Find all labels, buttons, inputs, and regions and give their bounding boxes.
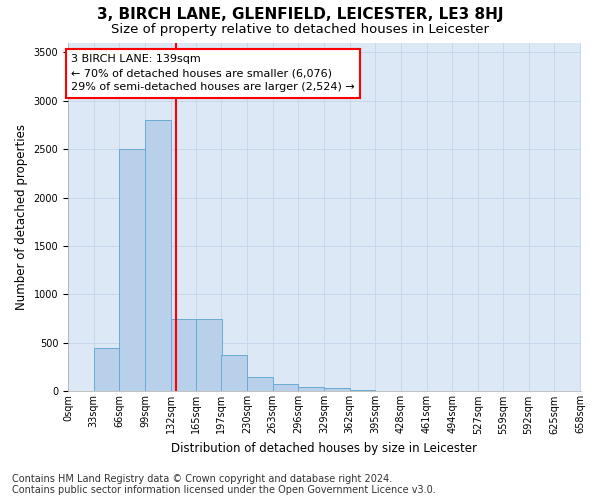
Text: 3 BIRCH LANE: 139sqm
← 70% of detached houses are smaller (6,076)
29% of semi-de: 3 BIRCH LANE: 139sqm ← 70% of detached h… — [71, 54, 355, 92]
Bar — [196, 318, 222, 392]
Text: Size of property relative to detached houses in Leicester: Size of property relative to detached ho… — [111, 22, 489, 36]
Bar — [324, 388, 350, 392]
Y-axis label: Number of detached properties: Number of detached properties — [15, 124, 28, 310]
Bar — [145, 120, 171, 392]
Text: Contains public sector information licensed under the Open Government Licence v3: Contains public sector information licen… — [12, 485, 436, 495]
X-axis label: Distribution of detached houses by size in Leicester: Distribution of detached houses by size … — [172, 442, 478, 455]
Bar — [171, 318, 196, 392]
Bar — [272, 384, 298, 392]
Text: Contains HM Land Registry data © Crown copyright and database right 2024.: Contains HM Land Registry data © Crown c… — [12, 474, 392, 484]
Bar — [247, 377, 272, 392]
Text: 3, BIRCH LANE, GLENFIELD, LEICESTER, LE3 8HJ: 3, BIRCH LANE, GLENFIELD, LEICESTER, LE3… — [97, 8, 503, 22]
Bar — [221, 354, 247, 392]
Bar — [94, 348, 119, 392]
Bar — [350, 390, 376, 392]
Bar — [298, 386, 324, 392]
Bar — [119, 149, 145, 392]
